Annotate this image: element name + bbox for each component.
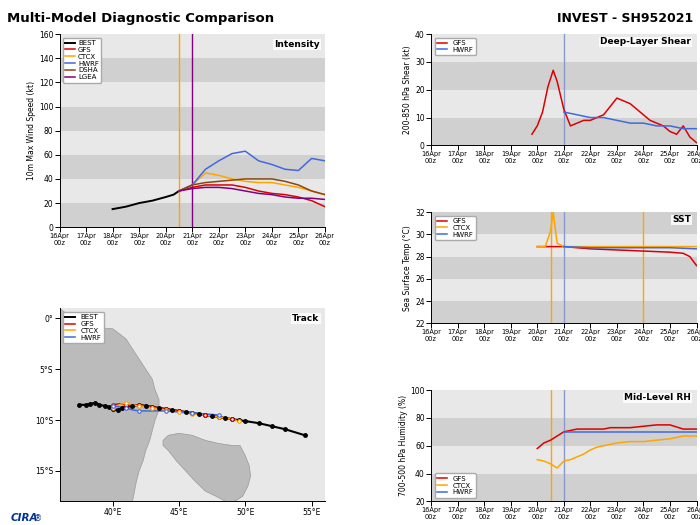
Y-axis label: Sea Surface Temp (°C): Sea Surface Temp (°C) xyxy=(403,225,412,311)
Legend: GFS, CTCX, HWRF: GFS, CTCX, HWRF xyxy=(435,216,475,240)
Bar xyxy=(431,474,696,501)
Text: Multi-Model Diagnostic Comparison: Multi-Model Diagnostic Comparison xyxy=(7,12,274,25)
Legend: BEST, GFS, CTCX, HWRF: BEST, GFS, CTCX, HWRF xyxy=(63,312,104,343)
Bar xyxy=(431,279,696,301)
Bar xyxy=(60,58,325,82)
Bar xyxy=(60,203,325,227)
Bar xyxy=(431,301,696,323)
Bar xyxy=(431,390,696,418)
Legend: GFS, CTCX, HWRF: GFS, CTCX, HWRF xyxy=(435,474,475,498)
Bar xyxy=(431,257,696,279)
Polygon shape xyxy=(60,308,159,501)
Legend: BEST, GFS, CTCX, HWRF, DSHA, LGEA: BEST, GFS, CTCX, HWRF, DSHA, LGEA xyxy=(63,38,102,82)
Text: SST: SST xyxy=(672,215,691,225)
Text: ®: ® xyxy=(34,514,42,523)
Bar xyxy=(60,107,325,131)
Polygon shape xyxy=(163,433,251,501)
Text: Track: Track xyxy=(293,314,320,323)
Bar xyxy=(431,446,696,474)
Bar xyxy=(431,118,696,145)
Bar xyxy=(431,90,696,118)
Legend: GFS, HWRF: GFS, HWRF xyxy=(435,38,475,55)
Bar xyxy=(431,34,696,62)
Y-axis label: 10m Max Wind Speed (kt): 10m Max Wind Speed (kt) xyxy=(27,81,36,180)
Text: Intensity: Intensity xyxy=(274,40,320,49)
Bar xyxy=(60,155,325,179)
Y-axis label: 200-850 hPa Shear (kt): 200-850 hPa Shear (kt) xyxy=(403,46,412,134)
Text: Mid-Level RH: Mid-Level RH xyxy=(624,393,691,403)
Bar xyxy=(431,234,696,257)
Bar xyxy=(431,212,696,234)
Y-axis label: 700-500 hPa Humidity (%): 700-500 hPa Humidity (%) xyxy=(398,395,407,496)
Text: INVEST - SH952021: INVEST - SH952021 xyxy=(556,12,693,25)
Bar xyxy=(60,131,325,155)
Bar xyxy=(60,82,325,107)
Bar xyxy=(431,418,696,446)
Bar xyxy=(60,179,325,203)
Text: CIRA: CIRA xyxy=(10,513,38,523)
Bar xyxy=(60,34,325,58)
Bar xyxy=(431,62,696,90)
Text: Deep-Layer Shear: Deep-Layer Shear xyxy=(601,37,691,46)
